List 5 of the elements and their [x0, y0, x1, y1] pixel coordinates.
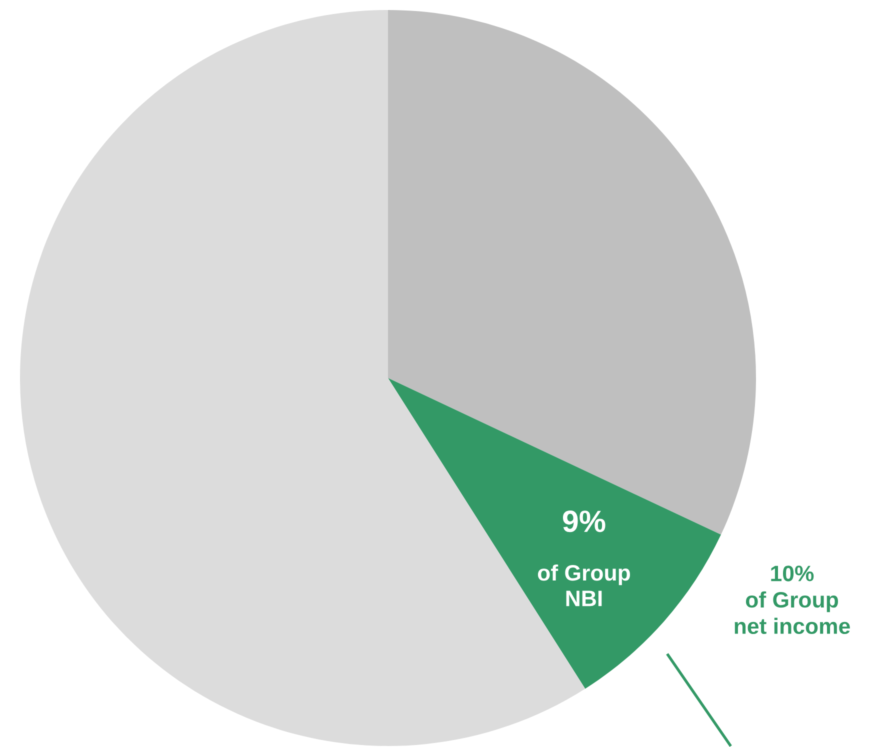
- data-label: 9%: [562, 510, 606, 532]
- text: of Group NBI: [538, 564, 630, 606]
- text: 10% of Group net income: [734, 566, 850, 634]
- pie-slice: [388, 378, 721, 689]
- pie-slice: [388, 10, 756, 535]
